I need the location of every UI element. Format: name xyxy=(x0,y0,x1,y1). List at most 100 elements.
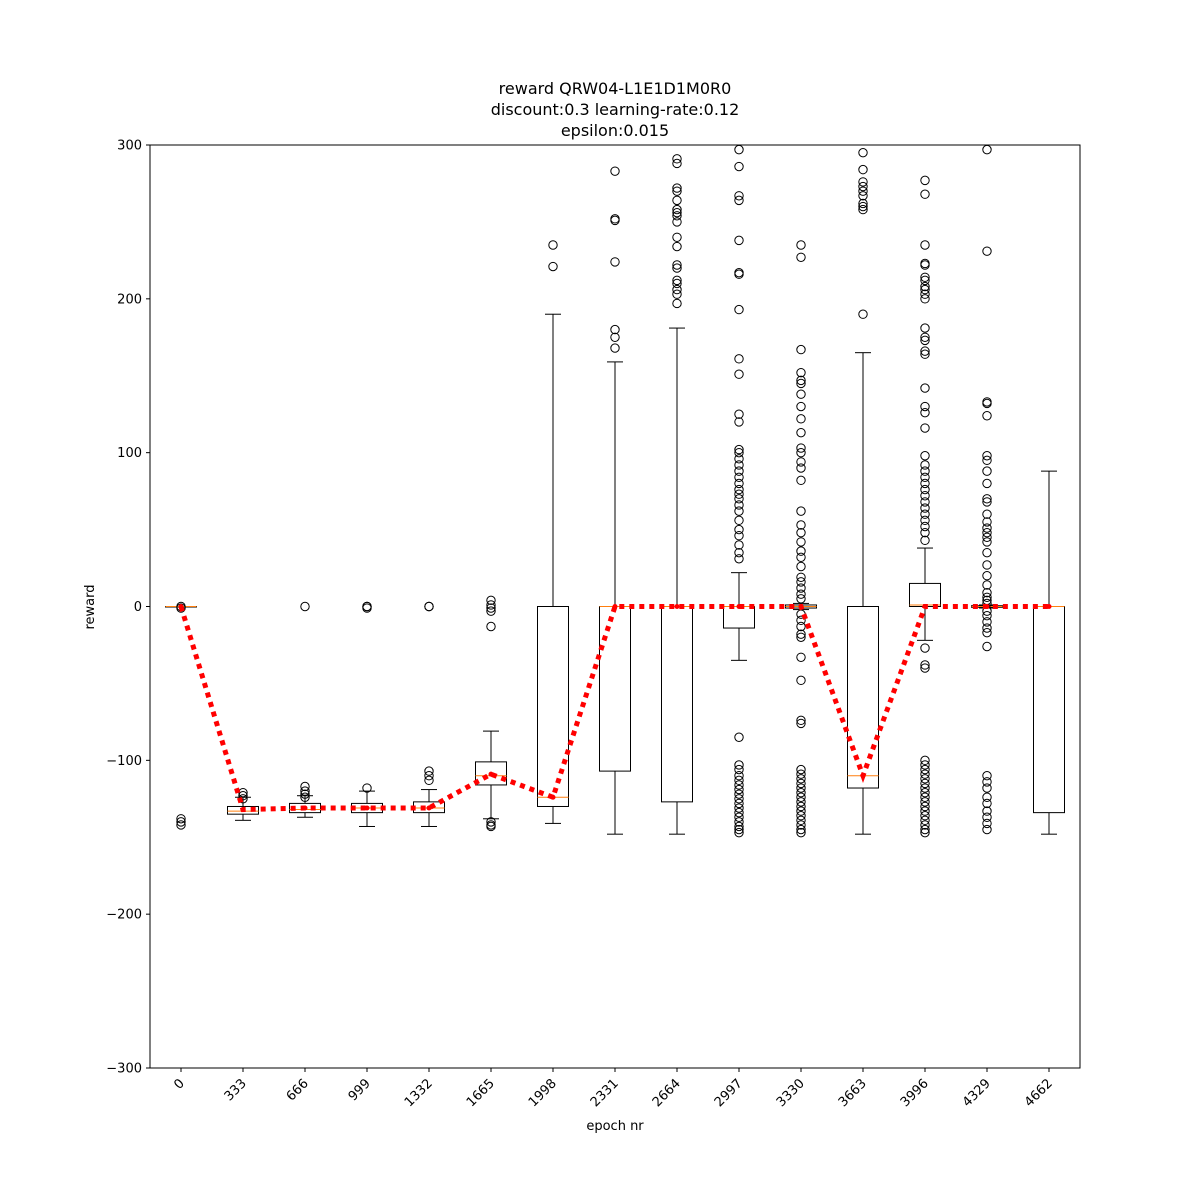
flier-point xyxy=(734,780,744,790)
flier-point xyxy=(920,774,930,784)
flier-point xyxy=(920,535,930,546)
y-tick-label-2: −100 xyxy=(106,754,142,769)
flier-point xyxy=(796,797,806,807)
box-body xyxy=(909,582,941,607)
flier-point xyxy=(920,815,930,826)
flier-point xyxy=(734,824,744,835)
flier-point xyxy=(734,447,744,458)
flier-point xyxy=(920,660,930,670)
mean-point-2997 xyxy=(736,604,742,609)
flier-point xyxy=(920,272,930,282)
flier-point xyxy=(982,478,992,489)
box-body xyxy=(661,606,693,803)
flier-point xyxy=(796,615,806,626)
flier-point xyxy=(920,189,930,199)
flier-point xyxy=(796,806,806,816)
flier-point xyxy=(920,787,930,798)
flier-point xyxy=(982,532,992,542)
flier-point xyxy=(672,154,682,164)
flier-point xyxy=(982,571,992,581)
chart-title-line-2: discount:0.3 learning-rate:0.12 xyxy=(491,100,740,119)
flier-point xyxy=(796,546,806,556)
flier-point xyxy=(734,460,744,470)
flier-point xyxy=(796,577,806,587)
flier-point xyxy=(920,323,930,333)
flier-point xyxy=(796,764,806,775)
flier-point xyxy=(796,774,806,784)
flier-point xyxy=(796,401,806,412)
flier-point xyxy=(858,204,868,215)
box-body xyxy=(1033,606,1065,814)
flier-point xyxy=(920,175,930,186)
flier-point xyxy=(982,494,992,504)
flier-point xyxy=(982,806,992,816)
flier-point xyxy=(734,827,744,838)
flier-point xyxy=(858,181,868,192)
flier-point xyxy=(672,183,682,193)
flier-point xyxy=(548,240,558,250)
box-body xyxy=(475,761,507,786)
flier-point xyxy=(734,771,744,781)
mean-point-4329 xyxy=(984,604,990,609)
flier-point xyxy=(796,252,806,262)
x-tick-label-7: 2331 xyxy=(588,1076,622,1110)
flier-point xyxy=(362,601,372,612)
flier-point xyxy=(734,798,744,809)
flier-point xyxy=(796,367,806,378)
flier-point xyxy=(920,491,930,501)
flier-point xyxy=(796,344,806,355)
flier-point xyxy=(982,580,992,590)
flier-point xyxy=(920,258,930,269)
flier-point xyxy=(734,524,744,535)
box-1332 xyxy=(413,601,445,827)
flier-point xyxy=(300,792,310,802)
box-4329 xyxy=(971,144,1003,835)
box-body xyxy=(227,805,259,815)
flier-point xyxy=(920,792,930,802)
flier-point xyxy=(982,560,992,570)
flier-point xyxy=(920,332,930,342)
flier-point xyxy=(796,824,806,835)
flier-point xyxy=(920,289,930,299)
flier-point xyxy=(796,375,806,386)
box-body xyxy=(847,606,879,789)
flier-point xyxy=(920,281,930,292)
x-tick-label-3: 999 xyxy=(346,1076,374,1104)
flier-point xyxy=(796,801,806,812)
x-tick-label-12: 3996 xyxy=(898,1076,932,1110)
flier-point xyxy=(796,443,806,453)
flier-point xyxy=(920,643,930,653)
x-tick-label-8: 2664 xyxy=(650,1076,684,1110)
flier-point xyxy=(734,144,744,155)
mean-point-333 xyxy=(240,807,246,813)
flier-point xyxy=(734,531,744,541)
flier-point xyxy=(734,478,744,489)
flier-point xyxy=(610,343,620,353)
flier-point xyxy=(486,817,496,827)
flier-point xyxy=(734,494,744,504)
flier-point xyxy=(982,246,992,256)
flier-point xyxy=(734,554,744,564)
flier-point xyxy=(982,592,992,602)
box-body xyxy=(537,606,569,807)
flier-point xyxy=(982,627,992,638)
x-tick-label-6: 1998 xyxy=(526,1076,560,1110)
flier-point xyxy=(796,389,806,399)
y-tick-label-6: 300 xyxy=(117,139,142,154)
flier-point xyxy=(796,589,806,599)
box-2664 xyxy=(661,154,693,835)
flier-point xyxy=(982,144,992,155)
flier-point xyxy=(796,572,806,582)
flier-point xyxy=(920,284,930,295)
flier-point xyxy=(672,260,682,270)
flier-point xyxy=(734,500,744,510)
flier-point xyxy=(858,201,868,212)
flier-point xyxy=(796,520,806,530)
flier-point xyxy=(920,509,930,519)
flier-point xyxy=(734,409,744,419)
box-2331 xyxy=(599,166,631,835)
box-1998 xyxy=(537,240,569,824)
x-tick-label-14: 4662 xyxy=(1022,1076,1056,1110)
flier-point xyxy=(982,547,992,558)
